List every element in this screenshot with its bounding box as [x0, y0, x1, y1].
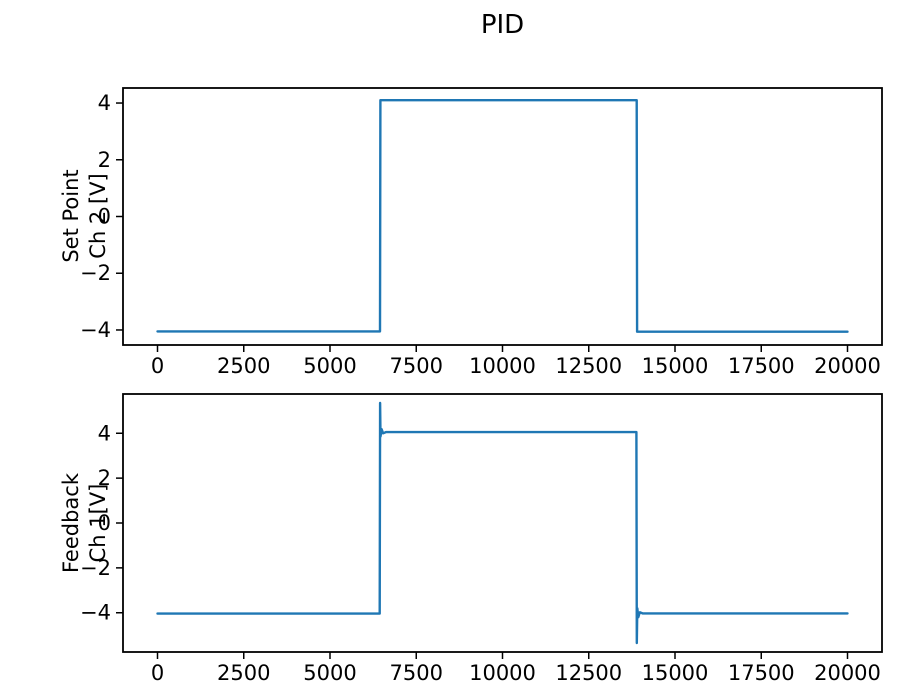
x-tick-label: 0 [151, 661, 164, 685]
axes-frame-setpoint [122, 87, 883, 346]
y-tick-label: −2 [80, 261, 111, 285]
x-tick-label: 17500 [728, 661, 795, 685]
x-tick-label: 0 [151, 354, 164, 378]
y-tick-label: 0 [98, 511, 111, 535]
x-tick-label: 5000 [303, 661, 356, 685]
y-tick-label: 4 [98, 421, 111, 445]
x-tick-label: 5000 [303, 354, 356, 378]
figure-title: PID [480, 10, 525, 40]
x-tick-label: 15000 [642, 661, 709, 685]
x-tick-label: 7500 [390, 661, 443, 685]
x-tick-label: 7500 [390, 354, 443, 378]
x-tick-label: 2500 [217, 354, 270, 378]
series-line-setpoint [156, 98, 849, 333]
y-tick-label: 0 [98, 205, 111, 229]
y-tick-label: 4 [98, 91, 111, 115]
axes-frame-feedback [122, 393, 883, 653]
y-tick-label: −4 [80, 601, 111, 625]
x-tick-label: 20000 [814, 661, 881, 685]
y-tick-label: 2 [98, 148, 111, 172]
y-tick-label: −2 [80, 556, 111, 580]
x-tick-label: 10000 [469, 354, 536, 378]
x-tick-label: 17500 [728, 354, 795, 378]
y-tick-label: −4 [80, 318, 111, 342]
x-tick-label: 12500 [555, 354, 622, 378]
y-tick-label: 2 [98, 466, 111, 490]
x-tick-label: 15000 [642, 354, 709, 378]
x-tick-label: 10000 [469, 661, 536, 685]
series-line-feedback [156, 401, 849, 645]
x-tick-label: 2500 [217, 661, 270, 685]
x-tick-label: 20000 [814, 354, 881, 378]
x-tick-label: 12500 [555, 661, 622, 685]
